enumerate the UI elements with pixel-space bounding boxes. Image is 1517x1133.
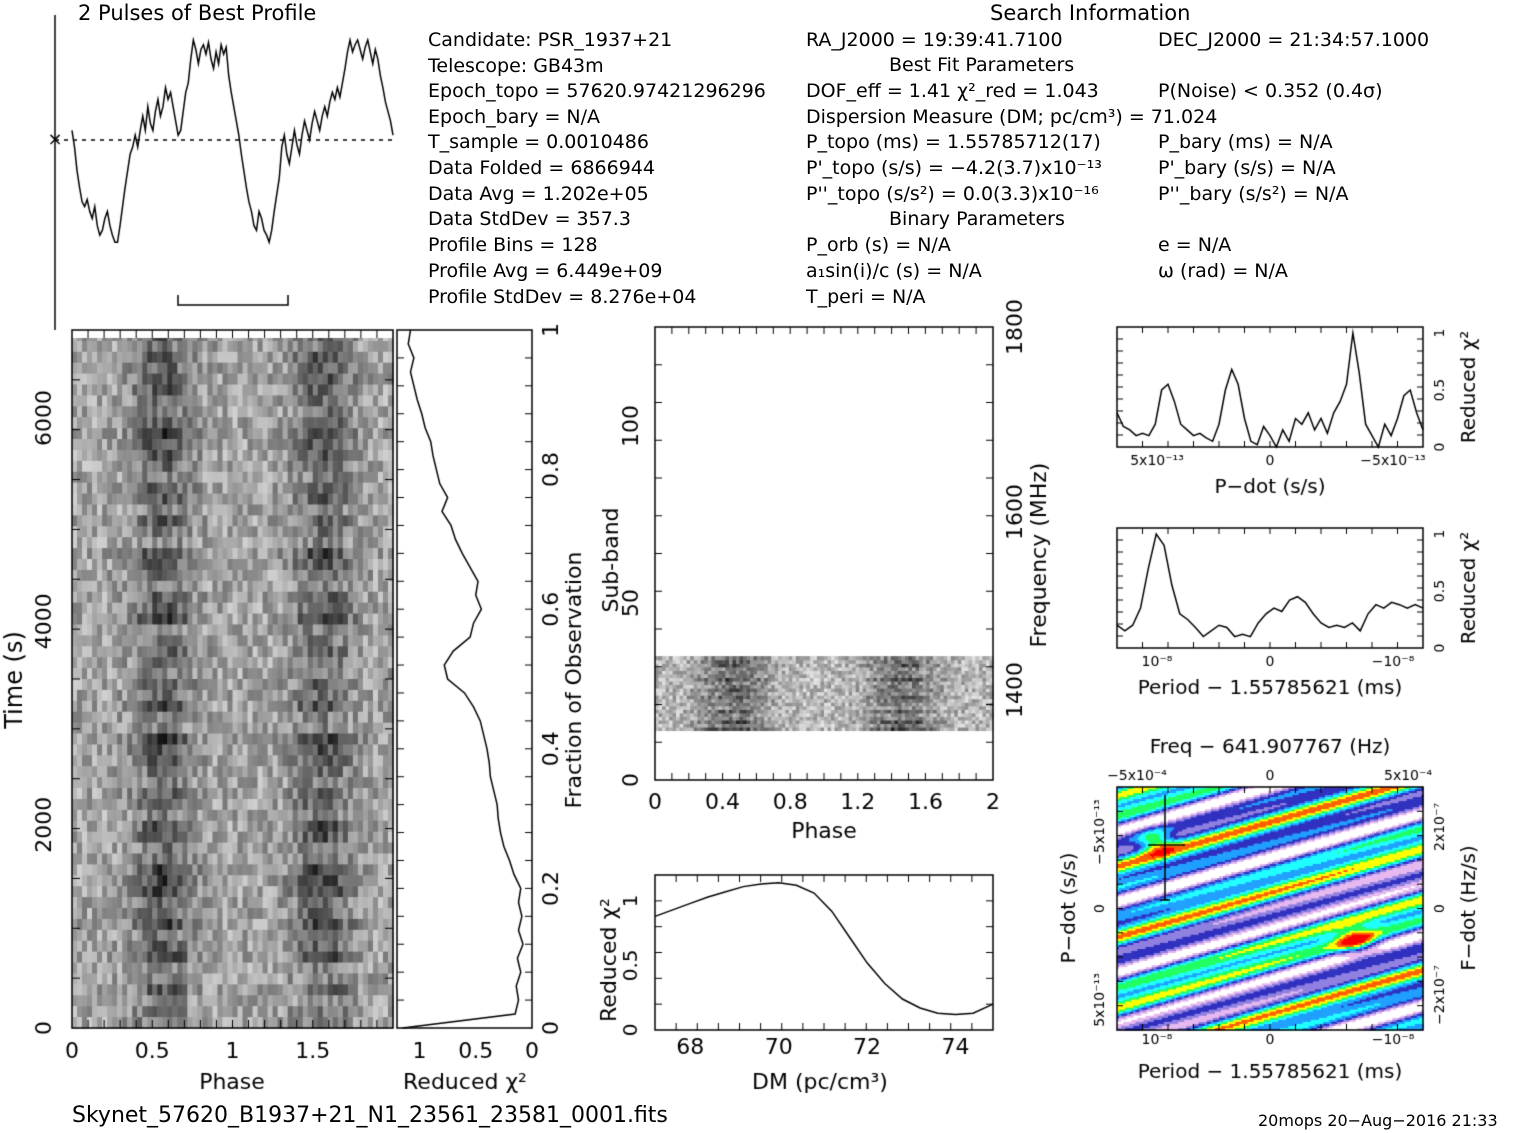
info-profile-bins: Profile Bins = 128 xyxy=(428,234,598,256)
info-candidate: Candidate: PSR_1937+21 xyxy=(428,29,673,51)
info-ecc: e = N/A xyxy=(1158,234,1232,256)
info-epoch-bary: Epoch_bary = N/A xyxy=(428,106,601,128)
search-info-title: Search Information xyxy=(990,1,1191,25)
info-epoch-topo: Epoch_topo = 57620.97421296296 xyxy=(428,80,766,102)
info-pbary: P_bary (ms) = N/A xyxy=(1158,131,1333,153)
info-data-stddev: Data StdDev = 357.3 xyxy=(428,208,631,230)
info-pddot-bary: P''_bary (s/s²) = N/A xyxy=(1158,183,1349,205)
info-pddot-topo: P''_topo (s/s²) = 0.0(3.3)x10⁻¹⁶ xyxy=(806,183,1099,205)
info-profile-avg: Profile Avg = 6.449e+09 xyxy=(428,260,663,282)
info-porb: P_orb (s) = N/A xyxy=(806,234,951,256)
info-dm: Dispersion Measure (DM; pc/cm³) = 71.024 xyxy=(806,106,1218,128)
info-ptopo: P_topo (ms) = 1.55785712(17) xyxy=(806,131,1101,153)
info-data-folded: Data Folded = 6866944 xyxy=(428,157,655,179)
info-tsample: T_sample = 0.0010486 xyxy=(428,131,649,153)
info-dec: DEC_J2000 = 21:34:57.1000 xyxy=(1158,29,1430,51)
info-telescope: Telescope: GB43m xyxy=(428,55,604,77)
info-a1sini: a₁sin(i)/c (s) = N/A xyxy=(806,260,982,282)
info-pdot-topo: P'_topo (s/s) = −4.2(3.7)x10⁻¹³ xyxy=(806,157,1102,179)
info-ra: RA_J2000 = 19:39:41.7100 xyxy=(806,29,1063,51)
info-pdot-bary: P'_bary (s/s) = N/A xyxy=(1158,157,1336,179)
info-pnoise: P(Noise) < 0.352 (0.4σ) xyxy=(1158,80,1383,102)
info-data-avg: Data Avg = 1.202e+05 xyxy=(428,183,649,205)
info-tperi: T_peri = N/A xyxy=(806,286,926,308)
binary-title: Binary Parameters xyxy=(889,208,1065,230)
footer-filename: Skynet_57620_B1937+21_N1_23561_23581_000… xyxy=(72,1103,668,1128)
info-dof: DOF_eff = 1.41 χ²_red = 1.043 xyxy=(806,80,1099,102)
best-fit-title: Best Fit Parameters xyxy=(889,54,1075,76)
info-profile-stddev: Profile StdDev = 8.276e+04 xyxy=(428,286,697,308)
profile-title: 2 Pulses of Best Profile xyxy=(78,1,317,25)
info-omega: ω (rad) = N/A xyxy=(1158,260,1288,282)
footer-timestamp: 20mops 20−Aug−2016 21:33 xyxy=(1258,1111,1498,1130)
